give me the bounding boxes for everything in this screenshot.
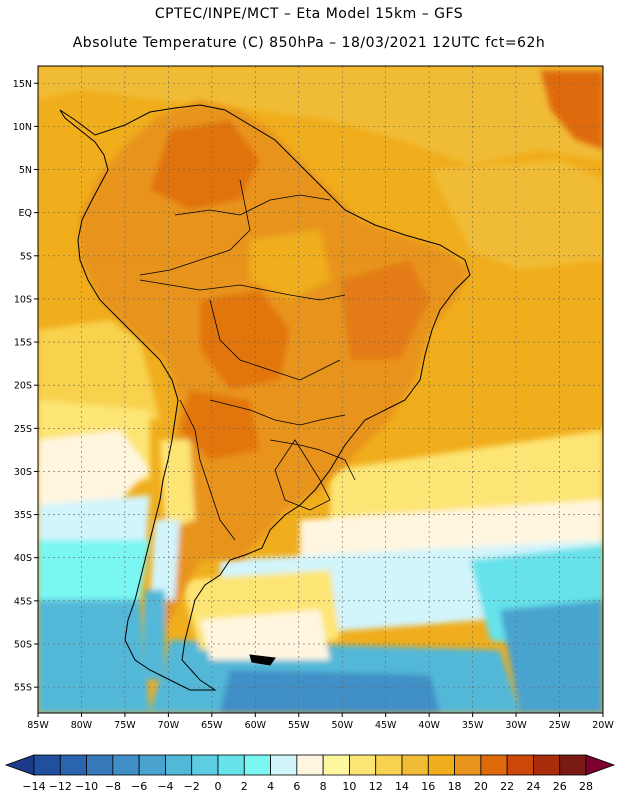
colorbar-swatch bbox=[59, 754, 87, 776]
drake-deep-blue bbox=[220, 670, 440, 713]
ne-hot-patch bbox=[540, 70, 603, 150]
lon-tick-label: 70W bbox=[158, 720, 180, 731]
colorbar-swatch bbox=[86, 754, 114, 776]
lon-tick-label: 25W bbox=[549, 720, 571, 731]
coastline bbox=[59, 104, 471, 691]
colorbar-label: −4 bbox=[157, 780, 173, 793]
longitude-axis: 85W 80W 75W 70W 65W 60W 55W 50W 45W 40W 35W 30W 25W 2… bbox=[27, 713, 614, 731]
colorbar-label: −6 bbox=[131, 780, 147, 793]
lat-tick-label: 5S bbox=[20, 251, 32, 262]
colorbar-label: 10 bbox=[342, 780, 356, 793]
graticule bbox=[38, 66, 603, 713]
lon-tick-label: 80W bbox=[71, 720, 93, 731]
colorbar-label: 8 bbox=[320, 780, 327, 793]
lon-tick-label: 45W bbox=[375, 720, 397, 731]
colorbar-label: 26 bbox=[553, 780, 567, 793]
lat-tick-label: 20S bbox=[14, 381, 32, 392]
colorbar-label: 2 bbox=[241, 780, 248, 793]
colorbar-label: 14 bbox=[395, 780, 409, 793]
lon-tick-label: 50W bbox=[331, 720, 353, 731]
lon-tick-label: 65W bbox=[201, 720, 223, 731]
temperature-field bbox=[38, 66, 603, 713]
map-title-line-2: Absolute Temperature (C) 850hPa – 18/03/… bbox=[72, 35, 546, 51]
colorbar-label: 4 bbox=[267, 780, 274, 793]
colorbar-label: −2 bbox=[184, 780, 200, 793]
colorbar-label: 0 bbox=[215, 780, 222, 793]
lat-tick-label: 50S bbox=[14, 639, 32, 650]
lat-tick-label: 30S bbox=[14, 467, 32, 478]
colorbar-swatch bbox=[33, 754, 61, 776]
colorbar-swatch bbox=[349, 754, 377, 776]
lat-tick-label: 35S bbox=[14, 510, 32, 521]
colorbar-label: 6 bbox=[293, 780, 300, 793]
colorbar-swatch bbox=[165, 754, 193, 776]
colorbar-label: −10 bbox=[75, 780, 98, 793]
colorbar-swatch bbox=[454, 754, 482, 776]
north-band bbox=[38, 66, 603, 165]
lon-tick-label: 75W bbox=[114, 720, 136, 731]
lat-tick-label: EQ bbox=[19, 208, 32, 219]
colorbar-label: 28 bbox=[579, 780, 593, 793]
colorbar-label: 12 bbox=[369, 780, 383, 793]
lat-tick-label: 45S bbox=[14, 596, 32, 607]
colorbar-label: −8 bbox=[105, 780, 121, 793]
colorbar-swatch bbox=[270, 754, 298, 776]
colorbar-swatch bbox=[559, 754, 587, 776]
lat-tick-label: 25S bbox=[14, 424, 32, 435]
lat-tick-label: 10S bbox=[14, 294, 32, 305]
colorbar-swatch bbox=[322, 754, 350, 776]
lat-tick-label: 15N bbox=[13, 79, 32, 90]
colorbar-label: −14 bbox=[22, 780, 45, 793]
colorbar-swatch bbox=[217, 754, 245, 776]
colorbar-swatch bbox=[138, 754, 166, 776]
pacific-blue bbox=[38, 600, 150, 713]
lon-tick-label: 35W bbox=[462, 720, 484, 731]
colorbar-swatch bbox=[533, 754, 561, 776]
colorbar-swatch bbox=[401, 754, 429, 776]
colorbar-swatch bbox=[506, 754, 534, 776]
lat-tick-label: 40S bbox=[14, 553, 32, 564]
lat-tick-label: 5N bbox=[19, 165, 32, 176]
lat-tick-label: 10N bbox=[13, 122, 32, 133]
colorbar-swatch bbox=[243, 754, 271, 776]
colorbar-label: 24 bbox=[526, 780, 540, 793]
lat-tick-label: 15S bbox=[14, 338, 32, 349]
colorbar-swatch bbox=[480, 754, 508, 776]
lon-tick-label: 30W bbox=[505, 720, 527, 731]
colorbar-label: 22 bbox=[500, 780, 514, 793]
latitude-axis: 15N 10N 5N EQ 5S 10S 15S 20S 25S 30S 35S 40S 45S 50S 5… bbox=[13, 79, 38, 694]
patagonia-cream bbox=[200, 610, 330, 660]
lon-tick-label: 60W bbox=[245, 720, 267, 731]
pacific-cyan bbox=[38, 540, 150, 610]
colorbar-swatch bbox=[427, 754, 455, 776]
colorbar-swatch bbox=[191, 754, 219, 776]
colorbar-label: 20 bbox=[474, 780, 488, 793]
pacific-yellow-band bbox=[38, 320, 160, 430]
colorbar-swatch bbox=[375, 754, 403, 776]
colorbar-min-arrow bbox=[4, 754, 35, 776]
map-frame bbox=[37, 65, 604, 714]
colorbar-max-arrow bbox=[585, 754, 616, 776]
colorbar-label: 16 bbox=[421, 780, 435, 793]
temperature-colorbar: −14 −12 −10 −8 −6 −4 −2 0 2 4 6 8 10 12 14 16 18 20 22 24 26… bbox=[4, 754, 616, 793]
atlantic-blue-east bbox=[500, 600, 603, 713]
colorbar-label: 18 bbox=[448, 780, 462, 793]
colorbar-label: −12 bbox=[49, 780, 72, 793]
lon-tick-label: 20W bbox=[592, 720, 614, 731]
colorbar-swatch bbox=[112, 754, 140, 776]
map-title-line-1: CPTEC/INPE/MCT – Eta Model 15km – GFS bbox=[154, 6, 464, 22]
lon-tick-label: 85W bbox=[27, 720, 49, 731]
lon-tick-label: 40W bbox=[418, 720, 440, 731]
lon-tick-label: 55W bbox=[288, 720, 310, 731]
colorbar-swatch bbox=[296, 754, 324, 776]
lat-tick-label: 55S bbox=[14, 683, 32, 694]
landmass-temperature bbox=[80, 100, 470, 680]
